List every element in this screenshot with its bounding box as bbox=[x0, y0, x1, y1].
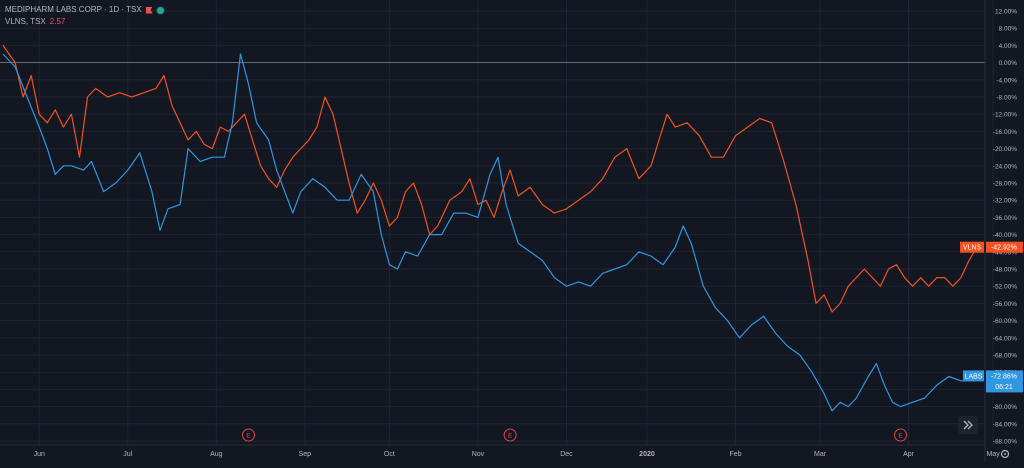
compare-symbol: VLNS, TSX bbox=[5, 17, 46, 26]
y-tick-label: -28.00% bbox=[993, 181, 1017, 188]
scroll-to-realtime-icon bbox=[963, 420, 973, 430]
y-tick-label: -52.00% bbox=[993, 284, 1017, 291]
chart-legend: MEDIPHARM LABS CORP · 1D · TSX VLNS, TSX… bbox=[5, 4, 164, 28]
y-tick-label: -48.00% bbox=[993, 267, 1017, 274]
x-tick-label: 2020 bbox=[639, 451, 655, 458]
time-axis[interactable]: Jun Jul Aug Sep Oct Nov Dec 2020 Feb Mar Apr May bbox=[34, 451, 1001, 458]
y-tick-label: -4.00% bbox=[996, 77, 1017, 84]
compare-value: 2.57 bbox=[49, 17, 66, 26]
y-tick-label: -68.00% bbox=[993, 353, 1017, 360]
x-tick-label: Aug bbox=[210, 451, 223, 458]
y-tick-label: -12.00% bbox=[993, 112, 1017, 119]
main-symbol-row[interactable]: MEDIPHARM LABS CORP · 1D · TSX bbox=[5, 4, 164, 16]
earnings-marker[interactable] bbox=[894, 428, 908, 442]
labs-countdown: 06:21 bbox=[995, 384, 1013, 391]
y-tick-label: -84.00% bbox=[993, 421, 1017, 428]
x-tick-label: Feb bbox=[729, 451, 741, 458]
y-tick-label: -88.00% bbox=[993, 439, 1017, 446]
y-tick-label: -32.00% bbox=[993, 198, 1017, 205]
x-tick-label: Apr bbox=[903, 451, 915, 458]
settings-gear-icon[interactable] bbox=[1000, 449, 1010, 459]
vlns-value: -42.92% bbox=[991, 245, 1017, 252]
earnings-marker[interactable] bbox=[503, 428, 517, 442]
live-status-dot-icon bbox=[156, 6, 164, 14]
series-line-vlns bbox=[2, 45, 978, 313]
y-tick-label: -56.00% bbox=[993, 301, 1017, 308]
y-tick-label: -16.00% bbox=[993, 129, 1017, 136]
earnings-marker-label: E bbox=[508, 433, 513, 440]
y-tick-label: -20.00% bbox=[993, 146, 1017, 153]
x-tick-label: Sep bbox=[299, 451, 312, 458]
x-tick-label: Mar bbox=[814, 451, 827, 458]
labs-value: -72.86% bbox=[991, 373, 1017, 380]
y-tick-label: 12.00% bbox=[995, 9, 1017, 16]
x-tick-label: Jun bbox=[34, 451, 45, 458]
x-tick-label: Nov bbox=[472, 451, 485, 458]
x-tick-label: Dec bbox=[560, 451, 573, 458]
y-tick-label: -40.00% bbox=[993, 232, 1017, 239]
y-tick-label: -80.00% bbox=[993, 404, 1017, 411]
flag-icon[interactable] bbox=[145, 6, 153, 14]
earnings-marker-label: E bbox=[898, 433, 903, 440]
vlns-price-label: VLNS -42.92% bbox=[960, 241, 1023, 253]
x-tick-label: Oct bbox=[384, 451, 395, 458]
y-tick-label: -44.00% bbox=[993, 249, 1017, 256]
main-symbol-title: MEDIPHARM LABS CORP · 1D · TSX bbox=[5, 5, 142, 14]
y-tick-label: 0.00% bbox=[999, 60, 1018, 67]
series-line-labs bbox=[2, 53, 978, 412]
scroll-to-realtime-button[interactable] bbox=[958, 416, 978, 434]
y-tick-label: -36.00% bbox=[993, 215, 1017, 222]
x-tick-label: May bbox=[986, 451, 1000, 458]
x-tick-label: Jul bbox=[123, 451, 132, 458]
earnings-marker-label: E bbox=[246, 433, 251, 440]
series-lines bbox=[2, 45, 978, 412]
labs-price-label: LABS -72.86% 06:21 bbox=[963, 370, 1023, 393]
y-tick-label: 4.00% bbox=[999, 43, 1018, 50]
y-tick-label: -64.00% bbox=[993, 335, 1017, 342]
earnings-marker[interactable] bbox=[242, 428, 256, 442]
y-tick-label: 8.00% bbox=[999, 26, 1018, 33]
y-tick-label: -60.00% bbox=[993, 318, 1017, 325]
compare-symbol-row[interactable]: VLNS, TSX 2.57 bbox=[5, 16, 164, 28]
labs-tag: LABS bbox=[965, 373, 983, 380]
y-tick-label: -8.00% bbox=[996, 95, 1017, 102]
vlns-tag: VLNS bbox=[963, 245, 982, 252]
y-tick-label: -24.00% bbox=[993, 163, 1017, 170]
